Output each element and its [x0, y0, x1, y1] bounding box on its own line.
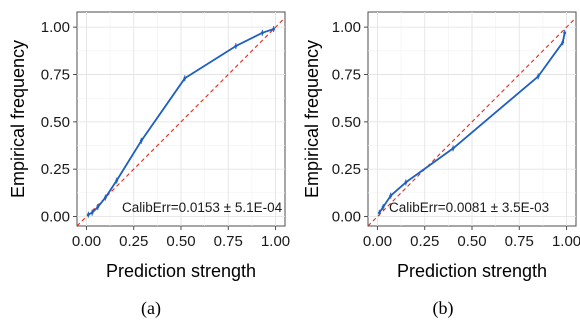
data-point-a-0 [86, 213, 90, 217]
data-point-a-5 [139, 139, 143, 143]
y-tick-label-a-0: 0.00 [41, 209, 70, 226]
data-point-b-0 [377, 211, 381, 215]
x-axis-title-a: Prediction strength [106, 261, 256, 281]
x-tick-labels-b: 0.00 0.25 0.50 0.75 1.00 [363, 226, 580, 250]
data-point-a-9 [272, 27, 276, 31]
y-tick-label-a-4: 1.00 [41, 19, 70, 36]
calib-err-annotation-b: CalibErr=0.0081 ± 3.5E-03 [389, 200, 549, 215]
data-point-b-5 [536, 74, 540, 78]
panel-b: 0.00 0.25 0.50 0.75 1.00 0.00 0.25 0.50 0.75 1.0… [302, 11, 580, 319]
reference-diagonal-b [367, 17, 577, 227]
caption-b: (b) [433, 298, 454, 319]
x-tick-label-b-3: 0.75 [505, 233, 534, 250]
data-point-a-8 [260, 31, 264, 35]
data-point-b-2 [389, 194, 393, 198]
y-tick-label-b-4: 1.00 [332, 19, 361, 36]
x-tick-label-b-4: 1.00 [552, 233, 580, 250]
grid-b [368, 12, 576, 226]
x-tick-label-b-2: 0.50 [457, 233, 486, 250]
x-axis-title-b: Prediction strength [397, 261, 547, 281]
data-point-b-3 [404, 181, 408, 184]
y-axis-title-a: Empirical frequency [8, 40, 28, 198]
x-tick-label-a-1: 0.25 [119, 233, 148, 250]
x-tick-label-b-0: 0.00 [363, 233, 392, 250]
series-b [377, 29, 567, 216]
y-tick-labels-b: 0.00 0.25 0.50 0.75 1.00 [332, 19, 368, 226]
reference-line-a [76, 17, 286, 227]
y-axis-title-b: Empirical frequency [302, 40, 322, 198]
series-line-a-0 [87, 28, 274, 216]
reference-line-b [367, 17, 577, 227]
data-point-b-7 [563, 31, 567, 35]
caption-a: (a) [141, 298, 161, 319]
data-point-b-4 [451, 146, 455, 150]
series-line-b-0 [378, 32, 566, 214]
data-point-a-4 [115, 179, 119, 182]
series-a [86, 26, 276, 218]
panel-a: 0.00 0.25 0.50 0.75 1.00 0.00 0.25 0.50 0.75 1.0… [8, 11, 290, 319]
data-point-a-3 [103, 196, 107, 199]
x-tick-labels-a: 0.00 0.25 0.50 0.75 1.00 [72, 226, 290, 250]
y-tick-label-a-1: 0.25 [41, 161, 70, 178]
x-tick-label-a-3: 0.75 [214, 233, 243, 250]
data-point-a-2 [96, 205, 100, 209]
data-point-b-6 [561, 40, 565, 44]
data-point-b-1 [381, 205, 385, 209]
x-tick-label-b-1: 0.25 [410, 233, 439, 250]
x-tick-label-a-2: 0.50 [166, 233, 195, 250]
y-tick-label-b-1: 0.25 [332, 161, 361, 178]
y-tick-labels-a: 0.00 0.25 0.50 0.75 1.00 [41, 19, 77, 226]
calib-err-annotation-a: CalibErr=0.0153 ± 5.1E-04 [122, 200, 283, 215]
y-tick-label-b-0: 0.00 [332, 209, 361, 226]
x-tick-label-a-4: 1.00 [261, 233, 290, 250]
data-point-a-6 [183, 76, 187, 80]
y-tick-label-a-2: 0.50 [41, 114, 70, 131]
x-tick-label-a-0: 0.00 [72, 233, 101, 250]
data-point-a-7 [234, 44, 238, 48]
reference-diagonal-a [76, 17, 286, 227]
y-tick-label-a-3: 0.75 [41, 66, 70, 83]
data-point-a-1 [90, 211, 94, 215]
y-tick-label-b-2: 0.50 [332, 114, 361, 131]
y-tick-label-b-3: 0.75 [332, 66, 361, 83]
